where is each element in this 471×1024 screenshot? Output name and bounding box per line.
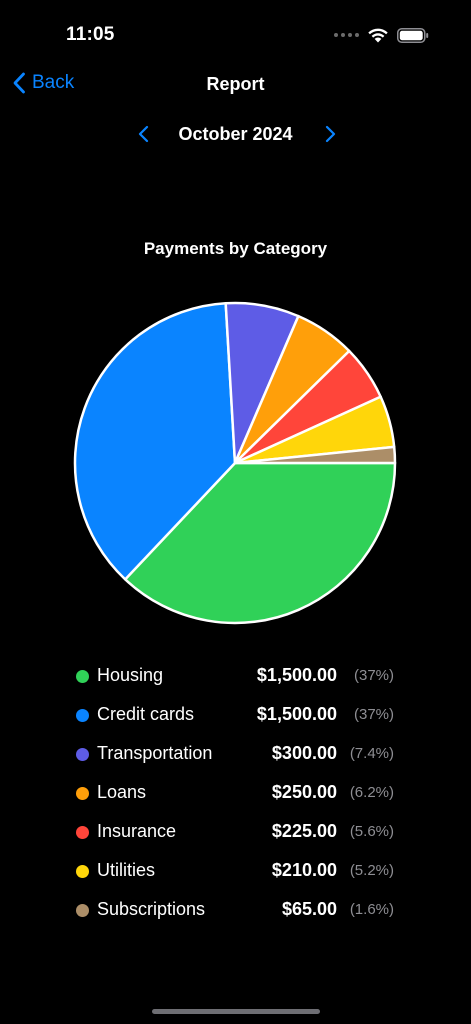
legend-label: Transportation (97, 743, 213, 763)
pie-slice (73, 302, 237, 581)
legend-item: Housing $1,500.00 (37%) (74, 656, 404, 695)
legend-percent: (37%) (353, 667, 394, 684)
pie-chart-svg (73, 301, 397, 625)
legend-percent: (1.6%) (349, 901, 394, 918)
legend-percent: (6.2%) (349, 784, 394, 801)
month-switcher: October 2024 (0, 114, 471, 154)
legend-item: Subscriptions $65.00 (1.6%) (74, 890, 404, 929)
status-icons (334, 24, 429, 46)
next-month-button[interactable] (318, 122, 342, 146)
legend-amount: $225.00 (271, 821, 337, 841)
pie-slice (233, 445, 397, 465)
legend-item: Insurance $225.00 (5.6%) (74, 812, 404, 851)
wifi-icon (368, 28, 388, 43)
battery-icon (397, 27, 429, 43)
legend-amount: $300.00 (271, 743, 337, 763)
legend-label: Credit cards (97, 704, 195, 724)
back-label: Back (32, 72, 75, 93)
status-time: 11:05 (66, 24, 115, 45)
legend-label: Subscriptions (97, 899, 206, 919)
chevron-right-icon (325, 125, 336, 143)
page-title: Report (206, 74, 265, 94)
chevron-left-icon (138, 125, 149, 143)
legend-percent: (5.2%) (349, 862, 394, 879)
legend-color-dot (76, 709, 89, 722)
legend-amount: $1,500.00 (256, 665, 337, 685)
month-label: October 2024 (178, 124, 293, 144)
legend-percent: (7.4%) (349, 745, 394, 762)
cellular-signal-icon (334, 33, 359, 37)
previous-month-button[interactable] (132, 122, 156, 146)
chevron-left-icon (13, 72, 25, 94)
status-bar: 11:05 (0, 0, 471, 60)
legend-amount: $65.00 (281, 899, 337, 919)
chart-title: Payments by Category (143, 239, 328, 258)
legend-percent: (5.6%) (349, 823, 394, 840)
legend-item: Credit cards $1,500.00 (37%) (74, 695, 404, 734)
legend-color-dot (76, 865, 89, 878)
legend-color-dot (76, 748, 89, 761)
chart-legend: Housing $1,500.00 (37%) Credit cards $1,500.… (74, 656, 404, 929)
navigation-bar: Back Report (0, 64, 471, 108)
legend-item: Utilities $210.00 (5.2%) (74, 851, 404, 890)
legend-label: Housing (97, 665, 164, 685)
legend-color-dot (76, 826, 89, 839)
home-indicator (152, 1009, 320, 1014)
legend-amount: $250.00 (271, 782, 337, 802)
legend-amount: $1,500.00 (256, 704, 337, 724)
pie-chart (65, 293, 405, 633)
legend-label: Insurance (97, 821, 177, 841)
legend-color-dot (76, 787, 89, 800)
legend-amount: $210.00 (271, 860, 337, 880)
legend-color-dot (76, 904, 89, 917)
legend-item: Loans $250.00 (6.2%) (74, 773, 404, 812)
legend-label: Utilities (97, 860, 156, 880)
legend-percent: (37%) (353, 706, 394, 723)
legend-color-dot (76, 670, 89, 683)
legend-label: Loans (97, 782, 147, 802)
pie-slice (123, 461, 397, 625)
legend-item: Transportation $300.00 (7.4%) (74, 734, 404, 773)
back-button[interactable]: Back (12, 72, 74, 94)
